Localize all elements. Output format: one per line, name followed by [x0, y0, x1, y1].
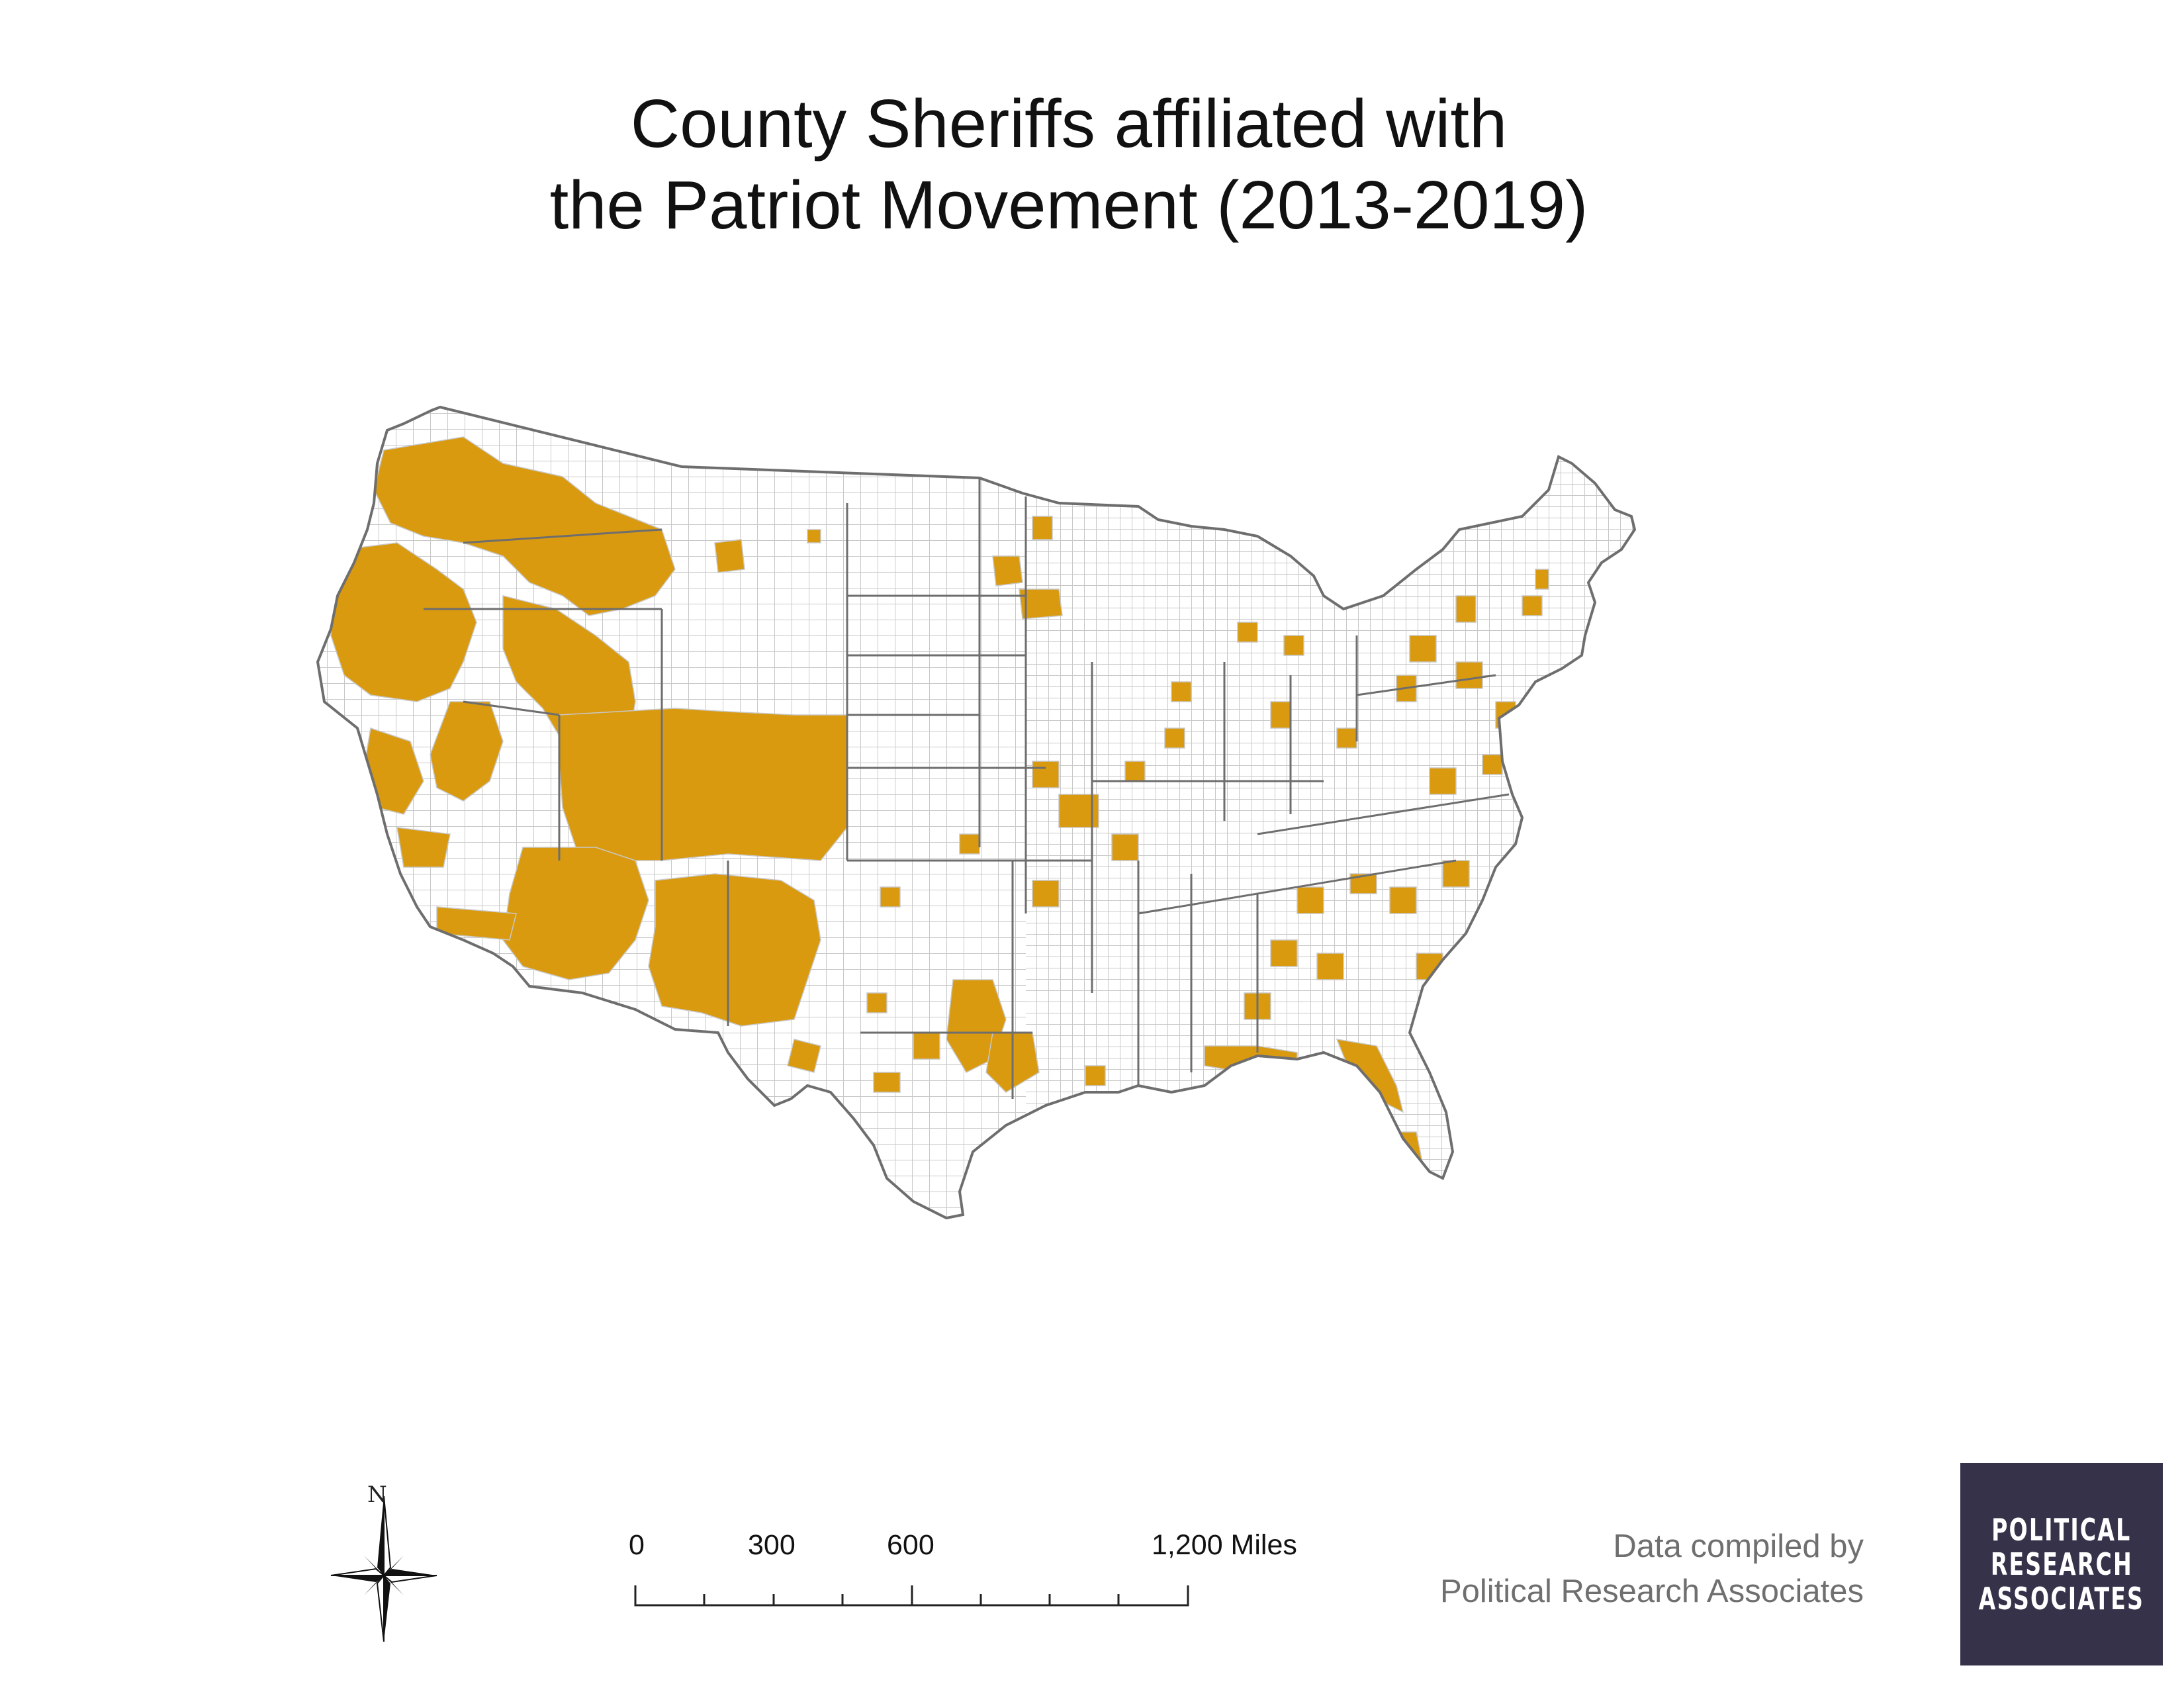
scale-label-0: 0 — [629, 1529, 645, 1561]
north-arrow-icon — [324, 1483, 443, 1642]
scale-label-1200-miles: 1,200 Miles — [1152, 1529, 1297, 1561]
county-grid — [318, 407, 1635, 1218]
affiliated-counties — [330, 436, 1549, 1166]
compass-north-label: N — [367, 1481, 387, 1508]
credit-line-1: Data compiled by — [1613, 1528, 1864, 1564]
map-title-line-1: County Sheriffs affiliated with — [630, 85, 1508, 162]
scale-label-300: 300 — [748, 1529, 796, 1561]
logo-line-2: RESEARCH — [1990, 1546, 2133, 1582]
map-title-line-2: the Patriot Movement (2013-2019) — [549, 167, 1588, 243]
map-title: County Sheriffs affiliated with the Patr… — [0, 83, 2138, 246]
us-county-map — [291, 397, 1655, 1231]
credit-line-2: Political Research Associates — [1439, 1573, 1864, 1609]
us-county-map-svg — [316, 406, 1636, 1219]
pra-logo: POLITICAL RESEARCH ASSOCIATES — [1960, 1463, 2163, 1665]
logo-line-3: ASSOCIATES — [1978, 1581, 2145, 1617]
data-credit: Data compiled by Political Research Asso… — [1440, 1524, 1864, 1614]
scale-label-600: 600 — [887, 1529, 934, 1561]
scale-bar — [622, 1523, 1218, 1615]
state-borders — [424, 477, 1510, 1099]
logo-line-1: POLITICAL — [1991, 1512, 2132, 1548]
